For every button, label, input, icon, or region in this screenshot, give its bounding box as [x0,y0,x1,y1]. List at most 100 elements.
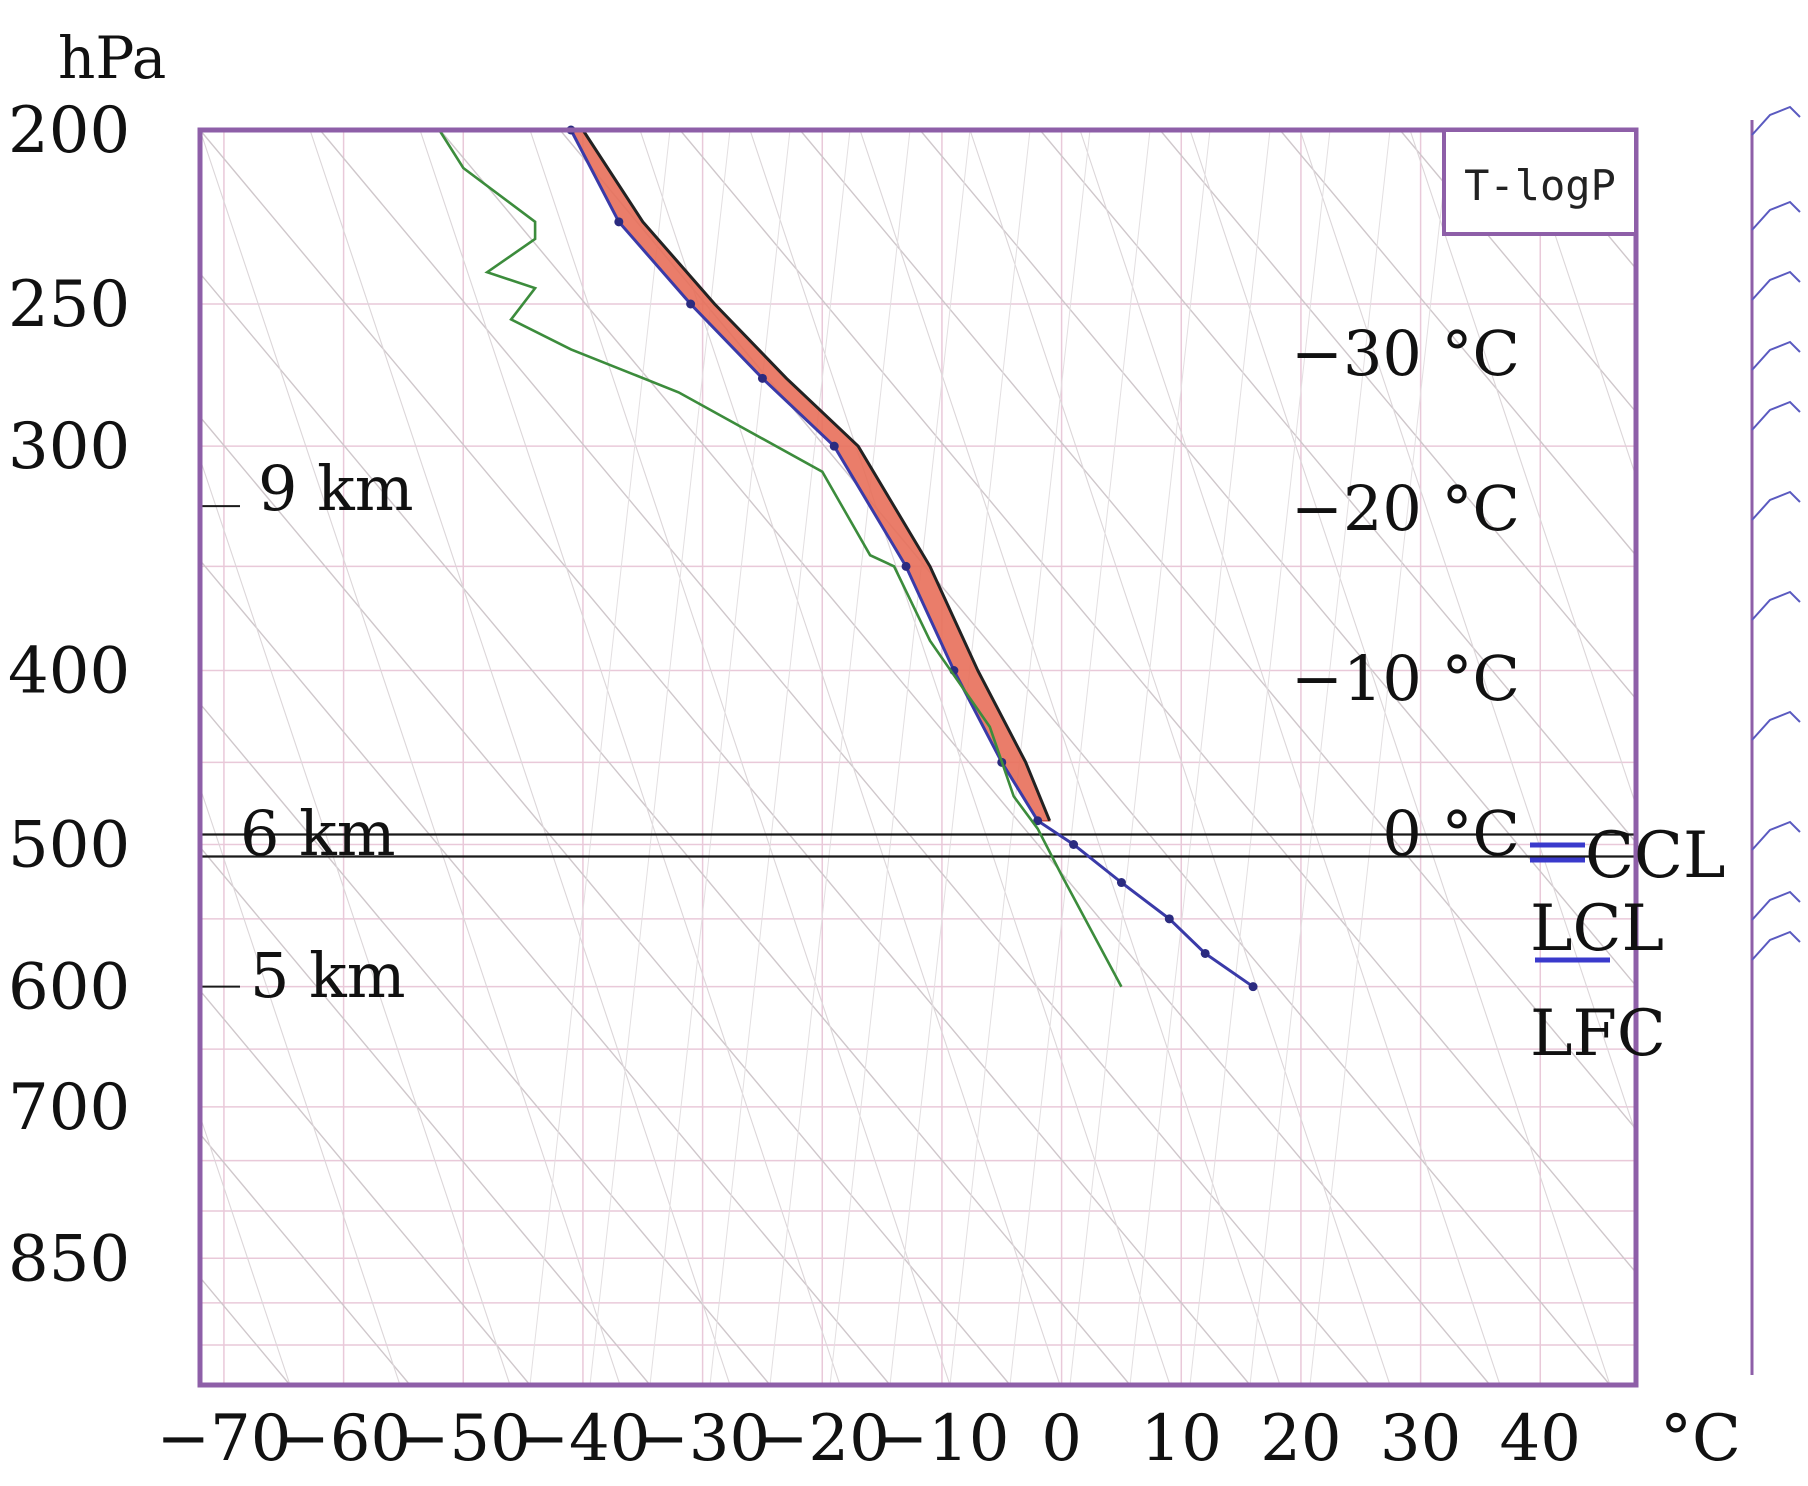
x-tick-label: −10 [874,1402,1009,1476]
wind-barb [1751,200,1801,231]
dry-adiabat [200,846,651,1385]
dry-adiabat [200,130,1251,1385]
x-axis-unit: °C [1660,1402,1741,1476]
y-tick-label: 600 [8,951,130,1025]
y-tick-label: 850 [8,1222,130,1296]
chart-title: T-logP [1464,161,1616,210]
plot-frame: T-logP [197,127,1639,1388]
mixing-ratio-line [1309,130,1451,1385]
parcel-line [581,129,1051,822]
temperature-line [569,129,1254,988]
label-layer: 9 km 6 km 5 km −30 °C −20 °C −10 °C 0 °C CCLLCL… [240,317,1725,1071]
temperature-point [1069,840,1079,850]
grid-layer [200,129,1808,1386]
x-tick-label: 30 [1380,1402,1461,1476]
dry-adiabat [200,559,891,1385]
y-axis-unit: hPa [58,24,166,92]
x-tick-label: 0 [1041,1402,1082,1476]
mixing-ratio-line [649,130,791,1385]
x-tick-label: −70 [156,1402,291,1476]
y-tick-label: 250 [8,268,130,342]
isotherm-label: −20 °C [1291,472,1520,545]
dry-adiabat [1399,130,1636,414]
y-tick-label: 700 [8,1071,130,1145]
dry-adiabat [679,130,1636,1274]
y-tick-label: 500 [8,809,130,883]
mixing-ratio-line [709,130,851,1385]
mixing-ratio-line [529,130,671,1385]
y-tick-label: 400 [8,634,130,708]
wind-barb-column [1750,105,1801,1375]
y-tick-label: 200 [8,94,130,168]
mixing-ratio-line [769,130,911,1385]
moist-adiabat [1519,130,1636,479]
temperature-point [1033,816,1043,826]
dry-adiabat [319,130,1371,1385]
moist-adiabat [200,785,401,1385]
temperature-point [1116,878,1126,888]
isotherm-label: −10 °C [1291,642,1520,715]
dry-adiabat [200,272,1131,1385]
dewpoint-line [438,129,1123,988]
y-tick-label: 300 [8,410,130,484]
temperature-point [901,561,911,571]
wind-barb [1751,105,1801,136]
level-label-lfc: LFC [1530,997,1666,1071]
moist-adiabat [639,130,1061,1385]
moist-adiabat [1189,130,1611,1385]
height-markers [200,505,1636,988]
x-tick-label: −20 [755,1402,890,1476]
x-tick-label: 20 [1260,1402,1341,1476]
adiabat-group [200,130,1808,1385]
moist-adiabat [1299,130,1636,1136]
title-box [1442,128,1638,236]
x-tick-label: −50 [396,1402,531,1476]
dry-adiabat [1039,130,1636,844]
dry-adiabat [439,130,1491,1385]
isotherm-label: −30 °C [1291,317,1520,390]
isotherm-label: 0 °C [1382,797,1520,870]
height-label: 9 km [258,452,414,525]
dry-adiabat [1159,130,1636,701]
dry-adiabat [200,415,1011,1385]
mixing-ratio-line [1129,130,1271,1385]
temperature-point [757,373,767,383]
wind-barb [1751,400,1801,431]
mixing-ratio-line [889,130,1031,1385]
moist-adiabat [200,456,511,1385]
temperature-point [829,441,839,451]
moist-adiabat [419,130,841,1385]
moist-adiabat [1629,130,1636,150]
mixing-ratio-line [1009,130,1151,1385]
moist-adiabat [200,130,621,1385]
level-label-lcl: LCL [1530,892,1664,966]
x-tick-label: −60 [276,1402,411,1476]
moist-adiabat [969,130,1391,1385]
moist-adiabat [859,130,1281,1385]
dry-adiabat [200,702,771,1385]
temperature-point [1200,948,1210,958]
plot-border [197,127,1639,1388]
moist-adiabat [1740,130,1808,1385]
wind-barb [1751,340,1801,371]
dry-adiabat [799,130,1636,1131]
dry-adiabat [1519,130,1636,270]
mixing-ratio-line [589,130,731,1385]
moist-adiabat [1409,130,1636,808]
moist-adiabat [200,1114,291,1385]
temperature-point [1164,914,1174,924]
dry-adiabat [1760,130,1808,1385]
temperature-point [614,217,624,227]
wind-barb [1751,270,1801,301]
dry-adiabat [1640,130,1808,1385]
moist-adiabat [309,130,731,1385]
axis-layer: hPa200250300400500600700850−70−60−50−40−… [8,24,1741,1476]
moist-adiabat [529,130,951,1385]
wind-barb [1751,710,1801,741]
dry-adiabat [200,989,531,1385]
x-tick-label: 10 [1141,1402,1222,1476]
height-label: 6 km [240,797,396,870]
wind-barb [1751,890,1801,921]
wind-barb [1751,820,1801,851]
